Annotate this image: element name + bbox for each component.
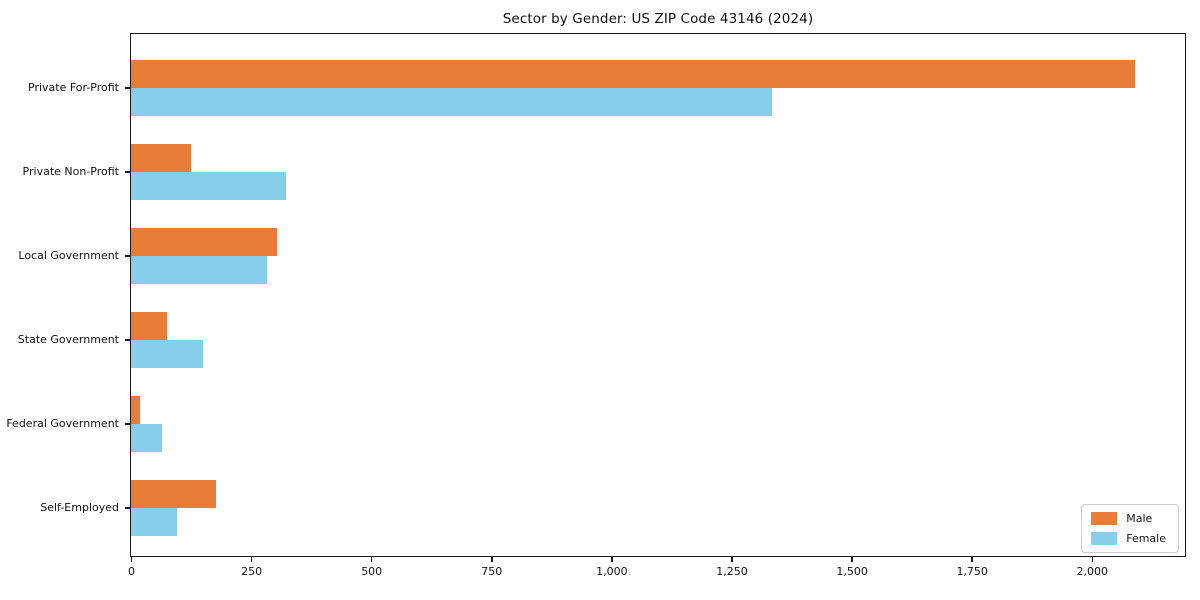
x-tick-label-1-500: 1,500 <box>836 565 868 578</box>
x-tick-label-750: 750 <box>481 565 503 578</box>
y-tick <box>125 255 130 257</box>
x-tick <box>1091 557 1094 562</box>
bar-male-local-government <box>131 227 277 256</box>
y-tick <box>125 339 130 341</box>
plot-area: Male Female <box>130 33 1186 557</box>
x-tick-label-500: 500 <box>361 565 383 578</box>
y-axis: Private For-Profit Private Non-Profit Loca… <box>0 33 130 557</box>
legend-item-male: Male <box>1091 512 1166 525</box>
x-tick <box>851 557 853 562</box>
bar-female-federal-government <box>131 423 162 452</box>
x-tick <box>130 557 133 562</box>
legend-swatch-female <box>1091 532 1118 545</box>
legend-item-female: Female <box>1091 532 1166 545</box>
bar-male-private-non-profit <box>131 143 191 172</box>
x-tick <box>250 557 253 562</box>
bar-female-private-non-profit <box>131 171 286 200</box>
chart-title: Sector by Gender: US ZIP Code 43146 (202… <box>502 11 814 27</box>
x-tick <box>611 557 613 562</box>
x-tick-label-1-000: 1,000 <box>596 565 628 578</box>
x-tick-label-1-750: 1,750 <box>956 565 988 578</box>
y-tick <box>125 507 130 509</box>
x-tick <box>971 557 973 562</box>
bar-female-local-government <box>131 255 267 284</box>
bar-male-self-employed <box>131 479 216 508</box>
y-tick <box>125 171 130 173</box>
bar-male-federal-government <box>131 395 140 424</box>
x-tick-label-2-000: 2,000 <box>1076 565 1109 578</box>
y-tick-label-self-employed: Self-Employed <box>40 501 119 514</box>
bar-male-state-government <box>131 311 167 340</box>
y-tick-label-local-government: Local Government <box>18 249 119 262</box>
y-tick <box>125 87 130 89</box>
legend-label-male: Male <box>1126 512 1153 525</box>
x-tick <box>370 557 373 562</box>
x-tick <box>491 557 493 562</box>
y-tick-label-federal-government: Federal Government <box>6 417 119 430</box>
x-tick-label-250: 250 <box>241 565 263 578</box>
bar-male-private-for-profit <box>131 59 1135 88</box>
y-tick-label-private-non-profit: Private Non-Profit <box>22 165 119 178</box>
legend-swatch-male <box>1091 512 1118 525</box>
legend-label-female: Female <box>1126 532 1166 545</box>
x-tick-label-0: 0 <box>128 565 135 578</box>
x-tick <box>731 557 733 562</box>
y-tick <box>125 423 130 425</box>
x-axis: 0 250 500 750 1,000 1,250 1,500 1,750 2,000 <box>128 557 1186 589</box>
bar-female-self-employed <box>131 507 177 536</box>
bar-female-state-government <box>131 339 203 368</box>
bar-female-private-for-profit <box>131 87 772 116</box>
legend: Male Female <box>1081 504 1179 553</box>
y-tick-label-state-government: State Government <box>17 333 119 346</box>
x-tick-label-1-250: 1,250 <box>716 565 748 578</box>
y-tick-label-private-for-profit: Private For-Profit <box>28 81 119 94</box>
